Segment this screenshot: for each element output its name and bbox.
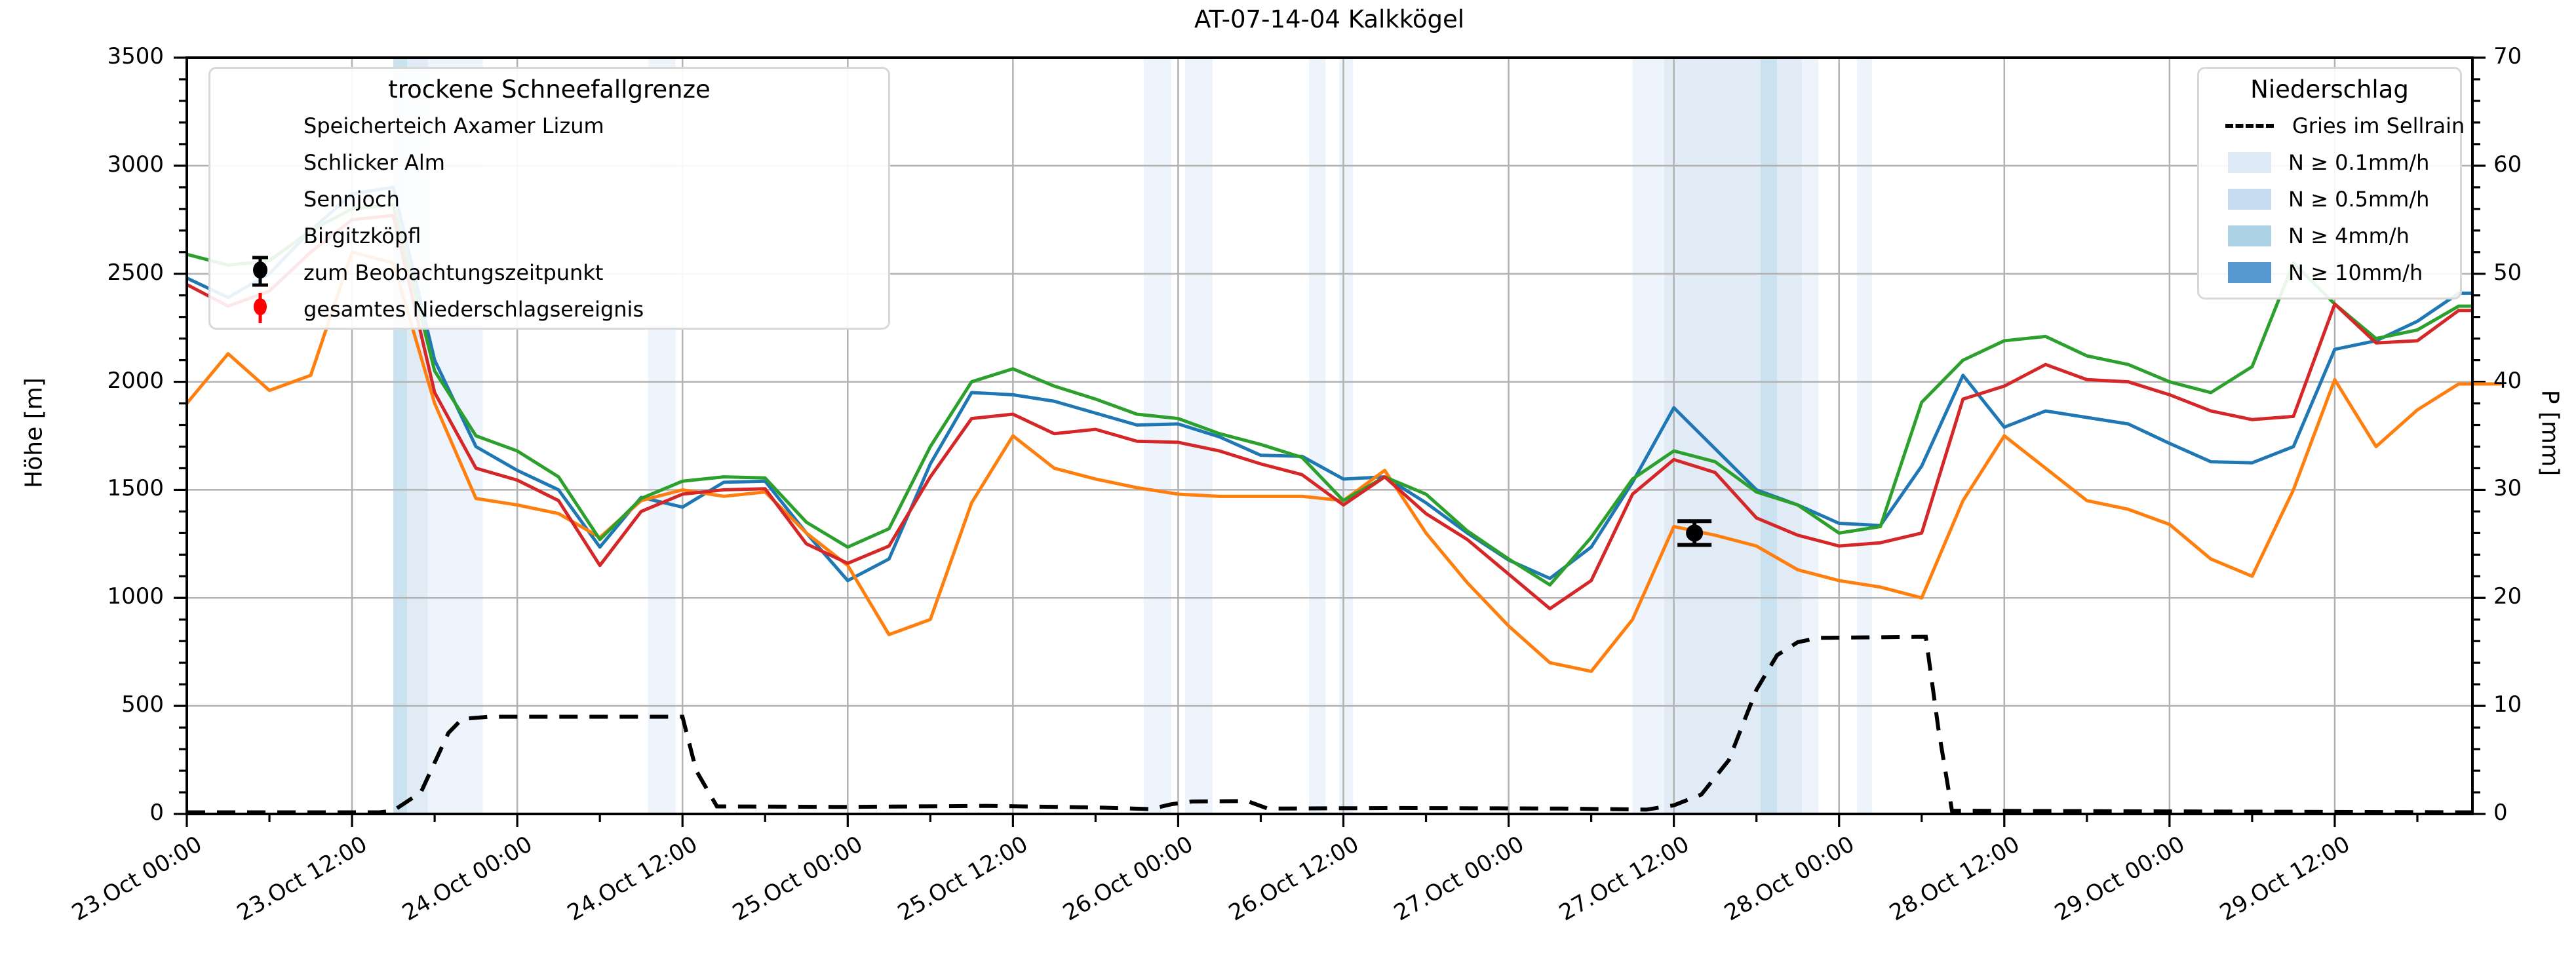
legend-item-gesamtes-ereignis: gesamtes Niederschlagsereignis	[210, 291, 888, 328]
y-right-tick-label: 20	[2493, 583, 2522, 610]
y-right-tick-label: 30	[2493, 475, 2522, 502]
band-swatch-01	[2228, 152, 2271, 173]
legend-item-gries-im-sellrain: Gries im Sellrain	[2199, 107, 2465, 144]
line-swatch-blue	[234, 124, 286, 128]
precip-band	[1777, 58, 1803, 814]
legend-precipitation: Niederschlag Gries im Sellrain N ≥ 0.1mm…	[2197, 67, 2465, 299]
legend-snowline: trockene Schneefallgrenze Speicherteich …	[208, 67, 890, 330]
precip-band	[1802, 58, 1819, 814]
y-left-tick-label: 2500	[107, 259, 164, 286]
y-right-tick-label: 50	[2493, 259, 2522, 286]
line-swatch-green	[234, 197, 286, 201]
legend-item-beobachtung: zum Beobachtungszeitpunkt	[210, 254, 888, 291]
y-left-tick-label: 1000	[107, 583, 164, 610]
precip-band	[1857, 58, 1873, 814]
legend-item-n4: N ≥ 4mm/h	[2199, 218, 2460, 254]
legend-snowline-title: trockene Schneefallgrenze	[388, 75, 711, 104]
y-right-tick-label: 70	[2493, 43, 2522, 69]
line-swatch-orange	[234, 161, 286, 164]
y-left-tick-label: 3000	[107, 151, 164, 178]
y-left-axis-label: Höhe [m]	[20, 377, 48, 488]
legend-item-sennjoch: Sennjoch	[210, 181, 888, 218]
y-right-tick-label: 0	[2493, 800, 2508, 826]
y-right-tick-label: 60	[2493, 151, 2522, 178]
y-left-tick-label: 1500	[107, 475, 164, 502]
precip-band	[1339, 58, 1354, 814]
legend-item-schlicker-alm: Schlicker Alm	[210, 144, 888, 181]
plot-frame	[185, 56, 2474, 815]
precipitation-line	[187, 634, 2473, 815]
y-left-tick-label: 500	[121, 691, 164, 718]
series-line	[185, 185, 2472, 583]
legend-item-n01: N ≥ 0.1mm/h	[2199, 144, 2460, 181]
y-left-tick-label: 0	[149, 800, 164, 826]
series-line	[185, 214, 2472, 611]
precip-band	[1760, 58, 1778, 814]
precip-band	[1143, 58, 1171, 814]
precip-band	[1308, 58, 1326, 814]
y-left-tick-label: 3500	[107, 43, 164, 69]
legend-item-n05: N ≥ 0.5mm/h	[2199, 181, 2460, 218]
chart-title: AT-07-14-04 Kalkkögel	[1194, 5, 1464, 33]
dashed-line-swatch	[2225, 124, 2274, 128]
red-errorbar-icon	[234, 291, 286, 328]
band-swatch-10	[2228, 262, 2271, 283]
legend-item-n10: N ≥ 10mm/h	[2199, 254, 2460, 298]
band-swatch-4	[2228, 225, 2271, 246]
line-swatch-red	[234, 234, 286, 238]
precip-band	[1184, 58, 1213, 814]
band-swatch-05	[2228, 189, 2271, 210]
legend-item-birgitzkoepfl: Birgitzköpfl	[210, 218, 888, 254]
precip-band	[1664, 58, 1761, 814]
y-right-axis-label: P [mm]	[2536, 389, 2564, 476]
y-right-tick-label: 10	[2493, 691, 2522, 718]
y-right-tick-label: 40	[2493, 367, 2522, 394]
black-errorbar-icon	[234, 254, 286, 291]
legend-item-speicherteich: Speicherteich Axamer Lizum	[210, 107, 888, 144]
observation-marker	[1686, 524, 1704, 542]
y-left-tick-label: 2000	[107, 367, 164, 394]
series-line	[185, 250, 2502, 673]
series-line	[186, 203, 2472, 587]
legend-precipitation-title: Niederschlag	[2250, 75, 2409, 104]
